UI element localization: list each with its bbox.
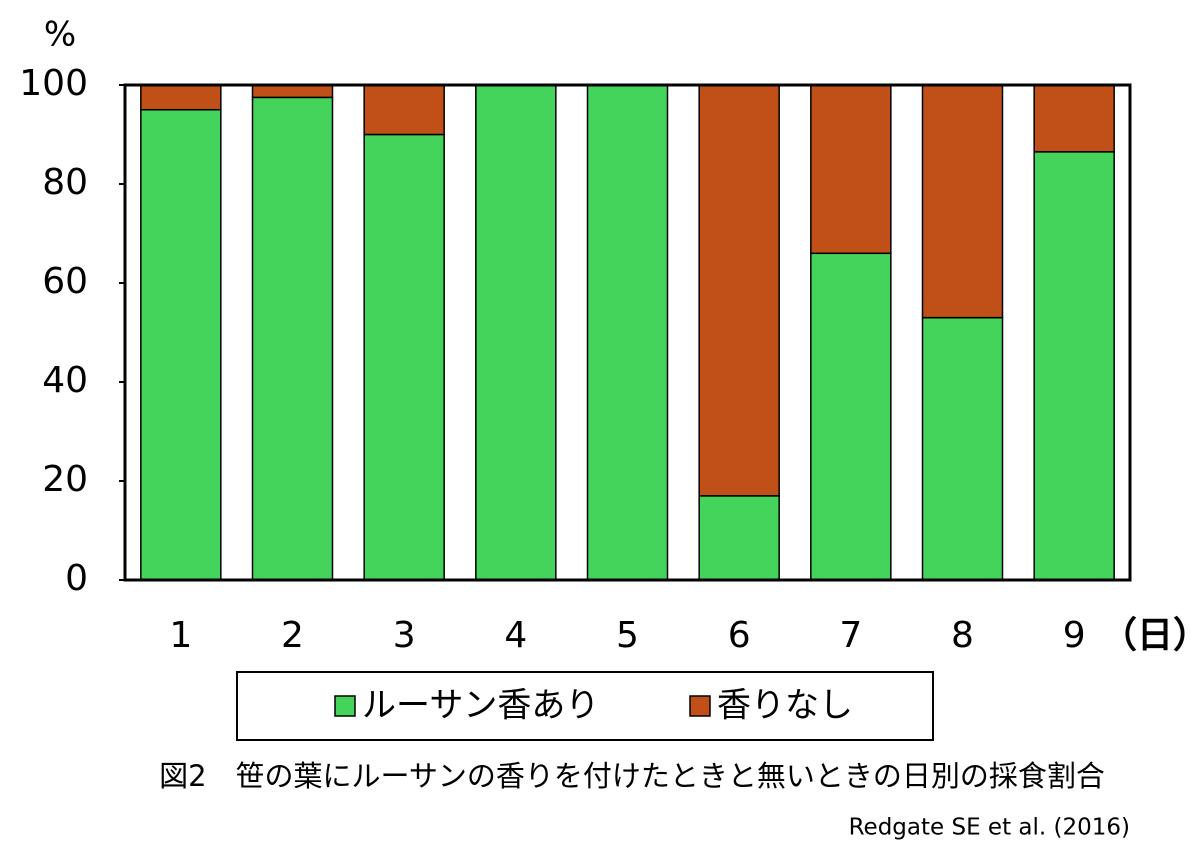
bar-segment [251, 84, 334, 99]
bar-segment [810, 252, 892, 581]
x-tick-label: 1 [169, 615, 192, 656]
bar-segment [698, 84, 780, 497]
y-tick-label: 60 [42, 261, 88, 302]
y-axis-label: % [44, 15, 76, 55]
x-tick-label: 4 [504, 615, 527, 656]
legend-label: ルーサン香あり [362, 686, 599, 726]
bar-segment [1033, 84, 1115, 153]
bar-segment [140, 84, 222, 111]
legend-box [236, 671, 934, 741]
bar-segment [363, 133, 445, 581]
bar-segment [698, 495, 780, 581]
bar-segment [363, 84, 445, 136]
y-tick-label: 40 [42, 360, 88, 401]
y-tick-label: 100 [19, 63, 88, 104]
x-tick-label: 6 [728, 615, 751, 656]
y-tick-label: 80 [42, 162, 88, 203]
x-tick-label: 2 [281, 615, 304, 656]
x-tick-label: 8 [951, 615, 974, 656]
x-tick-label: 9 [1063, 615, 1086, 656]
bar-segment [1033, 151, 1115, 581]
bar-segment [140, 109, 222, 581]
x-tick-label: 7 [839, 615, 862, 656]
y-tick-label: 0 [65, 558, 88, 599]
bar-segment [475, 84, 557, 581]
x-axis-label: （日） [1101, 615, 1200, 656]
source: Redgate SE et al. (2016) [849, 815, 1130, 841]
y-tick-label: 20 [42, 459, 88, 500]
bar-segment [251, 96, 334, 581]
bar-segment [921, 316, 1004, 581]
caption: 図2 笹の葉にルーサンの香りを付けたときと無いときの日別の採食割合 [159, 759, 1105, 793]
bar-segment [586, 84, 669, 581]
legend-label: 香りなし [717, 686, 853, 726]
legend-swatch [689, 695, 711, 717]
x-tick-label: 5 [616, 615, 639, 656]
plot-frame [123, 83, 1132, 582]
bar-segment [921, 84, 1004, 319]
x-tick-label: 3 [393, 615, 416, 656]
legend-swatch [334, 695, 356, 717]
bar-segment [810, 84, 892, 255]
